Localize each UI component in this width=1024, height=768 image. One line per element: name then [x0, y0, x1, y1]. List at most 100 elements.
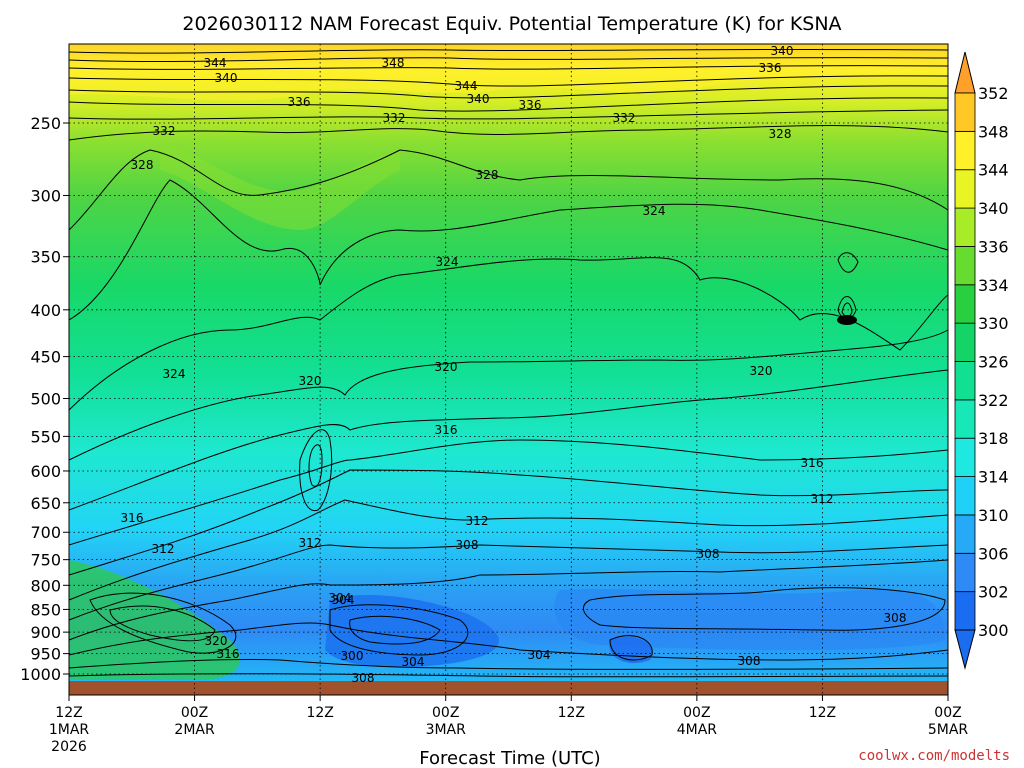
- plot-area: [68, 43, 949, 696]
- colorbar-label: 336: [978, 237, 1009, 256]
- contour-label: 340: [771, 44, 794, 58]
- contour-line: [308, 444, 323, 487]
- chart-title: 2026030112 NAM Forecast Equiv. Potential…: [182, 13, 841, 35]
- x-tick-label: 00Z: [181, 705, 208, 721]
- y-tick-label: 400: [30, 301, 61, 320]
- colorbar-swatch: [954, 246, 976, 286]
- contour-line: [68, 499, 949, 601]
- contour-label: 304: [402, 655, 425, 669]
- contour-line: [68, 57, 949, 63]
- contour-label: 320: [750, 364, 773, 378]
- y-tick-label: 1000: [20, 665, 61, 684]
- x-tick-label: 5MAR: [928, 722, 969, 738]
- contour-label: 308: [352, 671, 375, 685]
- y-axis: 250 300 350 400 450 500 550 600 650 700 750 800 850 9…: [20, 114, 69, 684]
- contour-line: [89, 592, 237, 654]
- contour-label: 304: [332, 593, 355, 607]
- x-tick-label: 00Z: [432, 705, 459, 721]
- contour-label: 320: [205, 634, 228, 648]
- colorbar: 300 302 306 310 314 318 322 326 330 334 336 340 344 3…: [954, 51, 1009, 670]
- contour-label: 336: [519, 98, 542, 112]
- y-tick-label: 750: [30, 551, 61, 570]
- contour-line: [68, 48, 949, 54]
- colorbar-label: 302: [978, 583, 1009, 602]
- colorbar-swatch: [954, 437, 976, 477]
- contour-label: 308: [738, 654, 761, 668]
- contour-label: 348: [382, 56, 405, 70]
- mid-green-bowl: [160, 140, 400, 230]
- colorbar-label: 340: [978, 199, 1009, 218]
- colorbar-swatch: [954, 207, 976, 247]
- low-blue-pocket-1: [325, 595, 499, 668]
- contour-label: 328: [476, 168, 499, 182]
- contour-label: 320: [299, 374, 322, 388]
- colorbar-label: 300: [978, 621, 1009, 640]
- contour-label: 332: [153, 124, 176, 138]
- contour-line: [68, 658, 949, 670]
- contour-label: 332: [613, 111, 636, 125]
- contour-line: [68, 544, 949, 621]
- contour-label: 312: [811, 492, 834, 506]
- contour-label: 312: [152, 542, 175, 556]
- plot-frame: [68, 43, 949, 696]
- left-warm-blob: [69, 560, 240, 680]
- colorbar-label: 326: [978, 353, 1009, 372]
- x-tick-label: 12Z: [558, 705, 585, 721]
- colorbar-bottom-arrow: [954, 629, 976, 670]
- y-tick-label: 300: [30, 186, 61, 205]
- contour-label: 320: [435, 360, 458, 374]
- colorbar-swatch: [954, 514, 976, 554]
- y-tick-label: 250: [30, 114, 61, 133]
- low-blue-pocket-2: [554, 588, 945, 650]
- x-tick-label: 1MAR: [49, 722, 90, 738]
- colorbar-label: 314: [978, 468, 1009, 487]
- contour-label: 344: [455, 79, 478, 93]
- contour-label: 324: [643, 204, 666, 218]
- contour-line: [68, 85, 949, 99]
- x-axis-label: Forecast Time (UTC): [419, 748, 600, 768]
- colorbar-label: 330: [978, 314, 1009, 333]
- contour-line: [109, 605, 216, 642]
- contour-label: 316: [801, 456, 824, 470]
- contour-label: 316: [121, 511, 144, 525]
- colorbar-top-arrow: [954, 51, 976, 94]
- contour-line: [349, 615, 441, 645]
- y-tick-label: 850: [30, 600, 61, 619]
- colorbar-swatch: [954, 92, 976, 132]
- contour-line: [68, 109, 949, 120]
- colorbar-swatch: [954, 591, 976, 631]
- contour-line: [68, 149, 949, 231]
- colorbar-swatch: [954, 476, 976, 516]
- colorbar-label: 310: [978, 506, 1009, 525]
- contour-label: 304: [329, 591, 352, 605]
- contour-label: 304: [528, 648, 551, 662]
- x-tick-label: 2MAR: [174, 722, 215, 738]
- contour-label: 336: [288, 95, 311, 109]
- colorbar-swatch: [954, 361, 976, 401]
- y-tick-label: 450: [30, 348, 61, 367]
- contour-label: 316: [217, 647, 240, 661]
- contour-line: [582, 587, 946, 631]
- contour-label: 312: [466, 514, 489, 528]
- colorbar-swatch: [954, 322, 976, 362]
- y-tick-label: 700: [30, 523, 61, 542]
- contour-line: [68, 75, 949, 87]
- x-tick-label: 12Z: [809, 705, 836, 721]
- y-tick-label: 500: [30, 390, 61, 409]
- contour-line: [68, 97, 949, 112]
- contour-label: 328: [769, 127, 792, 141]
- contour-line: [68, 559, 949, 641]
- contour-singularity: [837, 315, 857, 325]
- contour-line: [68, 369, 949, 511]
- contour-label: 312: [299, 536, 322, 550]
- contour-line: [68, 65, 949, 70]
- contour-label: 336: [759, 61, 782, 75]
- y-tick-label: 350: [30, 248, 61, 267]
- contour-line: [68, 179, 949, 321]
- contour-label: 340: [467, 92, 490, 106]
- colorbar-label: 322: [978, 391, 1009, 410]
- x-tick-label: 2026: [51, 739, 87, 755]
- y-tick-label: 550: [30, 427, 61, 446]
- x-tick-label: 00Z: [934, 705, 961, 721]
- y-tick-label: 600: [30, 462, 61, 481]
